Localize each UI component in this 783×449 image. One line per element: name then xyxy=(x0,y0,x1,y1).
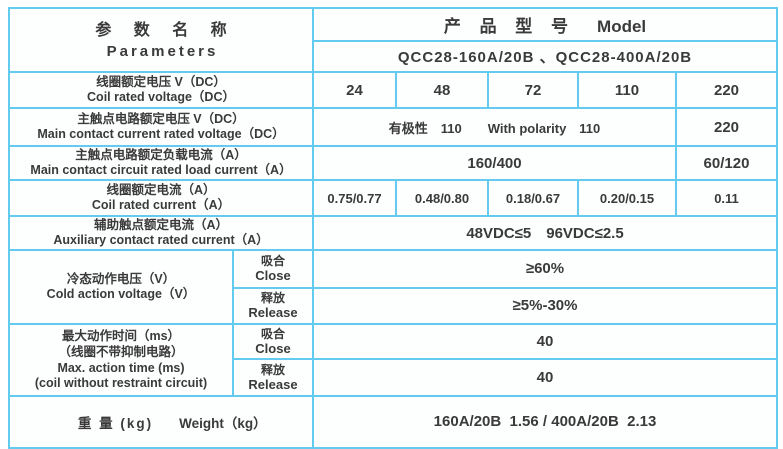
max-time-close-value: 40 xyxy=(312,322,778,360)
aux-current-label: 辅助触点额定电流（A） Auxiliary contact rated curr… xyxy=(8,215,314,251)
weight-row: 重 量 (kg) Weight（kg） 160A/20B 1.56 / 400A/… xyxy=(8,394,778,449)
coil-voltage-value-4: 110 xyxy=(577,71,677,109)
max-time-label-en1: Max. action time (ms) xyxy=(57,360,185,375)
max-time-release-sublabel: 释放 Release xyxy=(232,357,314,397)
coil-current-value-3: 0.18/0.67 xyxy=(487,179,579,217)
parameters-header-cell: 参 数 名 称 Parameters xyxy=(8,7,314,73)
contact-voltage-label: 主触点电路额定电压 V（DC） Main contact current rat… xyxy=(8,107,314,147)
max-time-label-en2: (coil without restraint circuit) xyxy=(34,376,208,391)
coil-current-value-2: 0.48/0.80 xyxy=(395,179,489,217)
load-current-row: 主触点电路额定负载电流（A） Main contact circuit rate… xyxy=(8,145,778,181)
max-time-release-row: 释放 Release 40 xyxy=(9,357,778,397)
weight-value: 160A/20B 1.56 / 400A/20B 2.13 xyxy=(312,394,778,449)
max-time-label-zh1: 最大动作时间（ms） xyxy=(61,329,181,343)
close-sublabel-en: Close xyxy=(255,268,291,284)
aux-current-label-en: Auxiliary contact rated current（A） xyxy=(53,233,269,248)
cold-voltage-label-en: Cold action voltage（V） xyxy=(46,287,196,302)
load-current-label-zh: 主触点电路额定负载电流（A） xyxy=(75,148,247,163)
model-numbers-row: QCC28-160A/20B 、QCC28-400A/20B xyxy=(9,40,778,73)
contact-voltage-row: 主触点电路额定电压 V（DC） Main contact current rat… xyxy=(8,107,778,147)
weight-label-en: Weight（kg） xyxy=(179,415,267,431)
coil-voltage-value-1: 24 xyxy=(312,71,397,109)
coil-voltage-label: 线圈额定电压 V（DC） Coil rated voltage（DC） xyxy=(8,71,314,109)
cold-voltage-release-sublabel: 释放 Release xyxy=(232,286,314,325)
max-time-close-sublabel: 吸合 Close xyxy=(232,322,314,360)
contact-voltage-merged-value: 有极性 110 With polarity 110 xyxy=(312,107,677,147)
spec-table: 参 数 名 称 Parameters 产 品 型 号 Model QCC28-16… xyxy=(8,7,778,449)
contact-voltage-last-value: 220 xyxy=(675,107,778,147)
coil-voltage-value-5: 220 xyxy=(675,71,778,109)
close-sublabel-zh: 吸合 xyxy=(260,326,285,341)
weight-label-zh: 重 量 (kg) xyxy=(77,415,154,431)
model-numbers-cell: QCC28-160A/20B 、QCC28-400A/20B xyxy=(312,40,778,73)
coil-voltage-label-en: Coil rated voltage（DC） xyxy=(87,90,235,105)
coil-current-label-en: Coil rated current（A） xyxy=(91,198,231,213)
cold-voltage-close-sublabel: 吸合 Close xyxy=(232,248,314,289)
coil-current-row: 线圈额定电流（A） Coil rated current（A） 0.75/0.7… xyxy=(8,179,778,217)
release-sublabel-zh: 释放 xyxy=(260,362,285,377)
load-current-label: 主触点电路额定负载电流（A） Main contact circuit rate… xyxy=(8,145,314,181)
max-time-release-value: 40 xyxy=(312,357,778,397)
cold-voltage-release-value: ≥5%-30% xyxy=(312,286,778,325)
cold-voltage-label: 冷态动作电压（V） Cold action voltage（V） xyxy=(8,248,234,325)
header-row: 参 数 名 称 Parameters 产 品 型 号 Model xyxy=(8,7,778,73)
max-time-label-zh2: （线圈不带抑制电路） xyxy=(58,345,184,360)
model-title-zh: 产 品 型 号 xyxy=(443,17,576,36)
coil-current-value-1: 0.75/0.77 xyxy=(312,179,397,217)
coil-current-value-5: 0.11 xyxy=(675,179,778,217)
model-header-cell: 产 品 型 号 Model xyxy=(312,7,778,42)
coil-voltage-label-zh: 线圈额定电压 V（DC） xyxy=(96,75,226,90)
model-title-en: Model xyxy=(597,17,647,36)
aux-current-value: 48VDC≤5 96VDC≤2.5 xyxy=(312,215,778,251)
aux-current-label-zh: 辅助触点额定电流（A） xyxy=(93,218,229,232)
close-sublabel-en: Close xyxy=(255,340,291,356)
release-sublabel-en: Release xyxy=(248,376,298,392)
close-sublabel-zh: 吸合 xyxy=(260,254,285,269)
coil-voltage-row: 线圈额定电压 V（DC） Coil rated voltage（DC） 24 4… xyxy=(8,71,778,109)
load-current-merged-value: 160/400 xyxy=(312,145,677,181)
contact-voltage-label-zh: 主触点电路额定电压 V（DC） xyxy=(77,112,245,127)
parameters-title-en: Parameters xyxy=(106,42,219,60)
cold-voltage-close-value: ≥60% xyxy=(312,248,778,289)
cold-voltage-label-zh: 冷态动作电压（V） xyxy=(66,271,176,286)
aux-current-row: 辅助触点额定电流（A） Auxiliary contact rated curr… xyxy=(8,215,778,251)
max-time-close-row: 最大动作时间（ms） （线圈不带抑制电路） Max. action time (… xyxy=(8,322,778,397)
coil-current-label: 线圈额定电流（A） Coil rated current（A） xyxy=(8,179,314,217)
release-sublabel-en: Release xyxy=(248,305,298,321)
coil-voltage-value-3: 72 xyxy=(487,71,579,109)
parameters-title-zh: 参 数 名 称 xyxy=(95,21,236,39)
weight-label: 重 量 (kg) Weight（kg） xyxy=(8,394,314,449)
load-current-label-en: Main contact circuit rated load current（… xyxy=(30,163,292,178)
max-time-label: 最大动作时间（ms） （线圈不带抑制电路） Max. action time (… xyxy=(8,322,234,397)
coil-voltage-value-2: 48 xyxy=(395,71,489,109)
coil-current-value-4: 0.20/0.15 xyxy=(577,179,677,217)
release-sublabel-zh: 释放 xyxy=(260,291,285,306)
coil-current-label-zh: 线圈额定电流（A） xyxy=(106,183,216,198)
contact-voltage-label-en: Main contact current rated voltage（DC） xyxy=(37,127,285,142)
cold-voltage-release-row: 释放 Release ≥5%-30% xyxy=(9,286,778,325)
cold-voltage-close-row: 冷态动作电压（V） Cold action voltage（V） 吸合 Clos… xyxy=(8,248,778,325)
load-current-last-value: 60/120 xyxy=(675,145,778,181)
